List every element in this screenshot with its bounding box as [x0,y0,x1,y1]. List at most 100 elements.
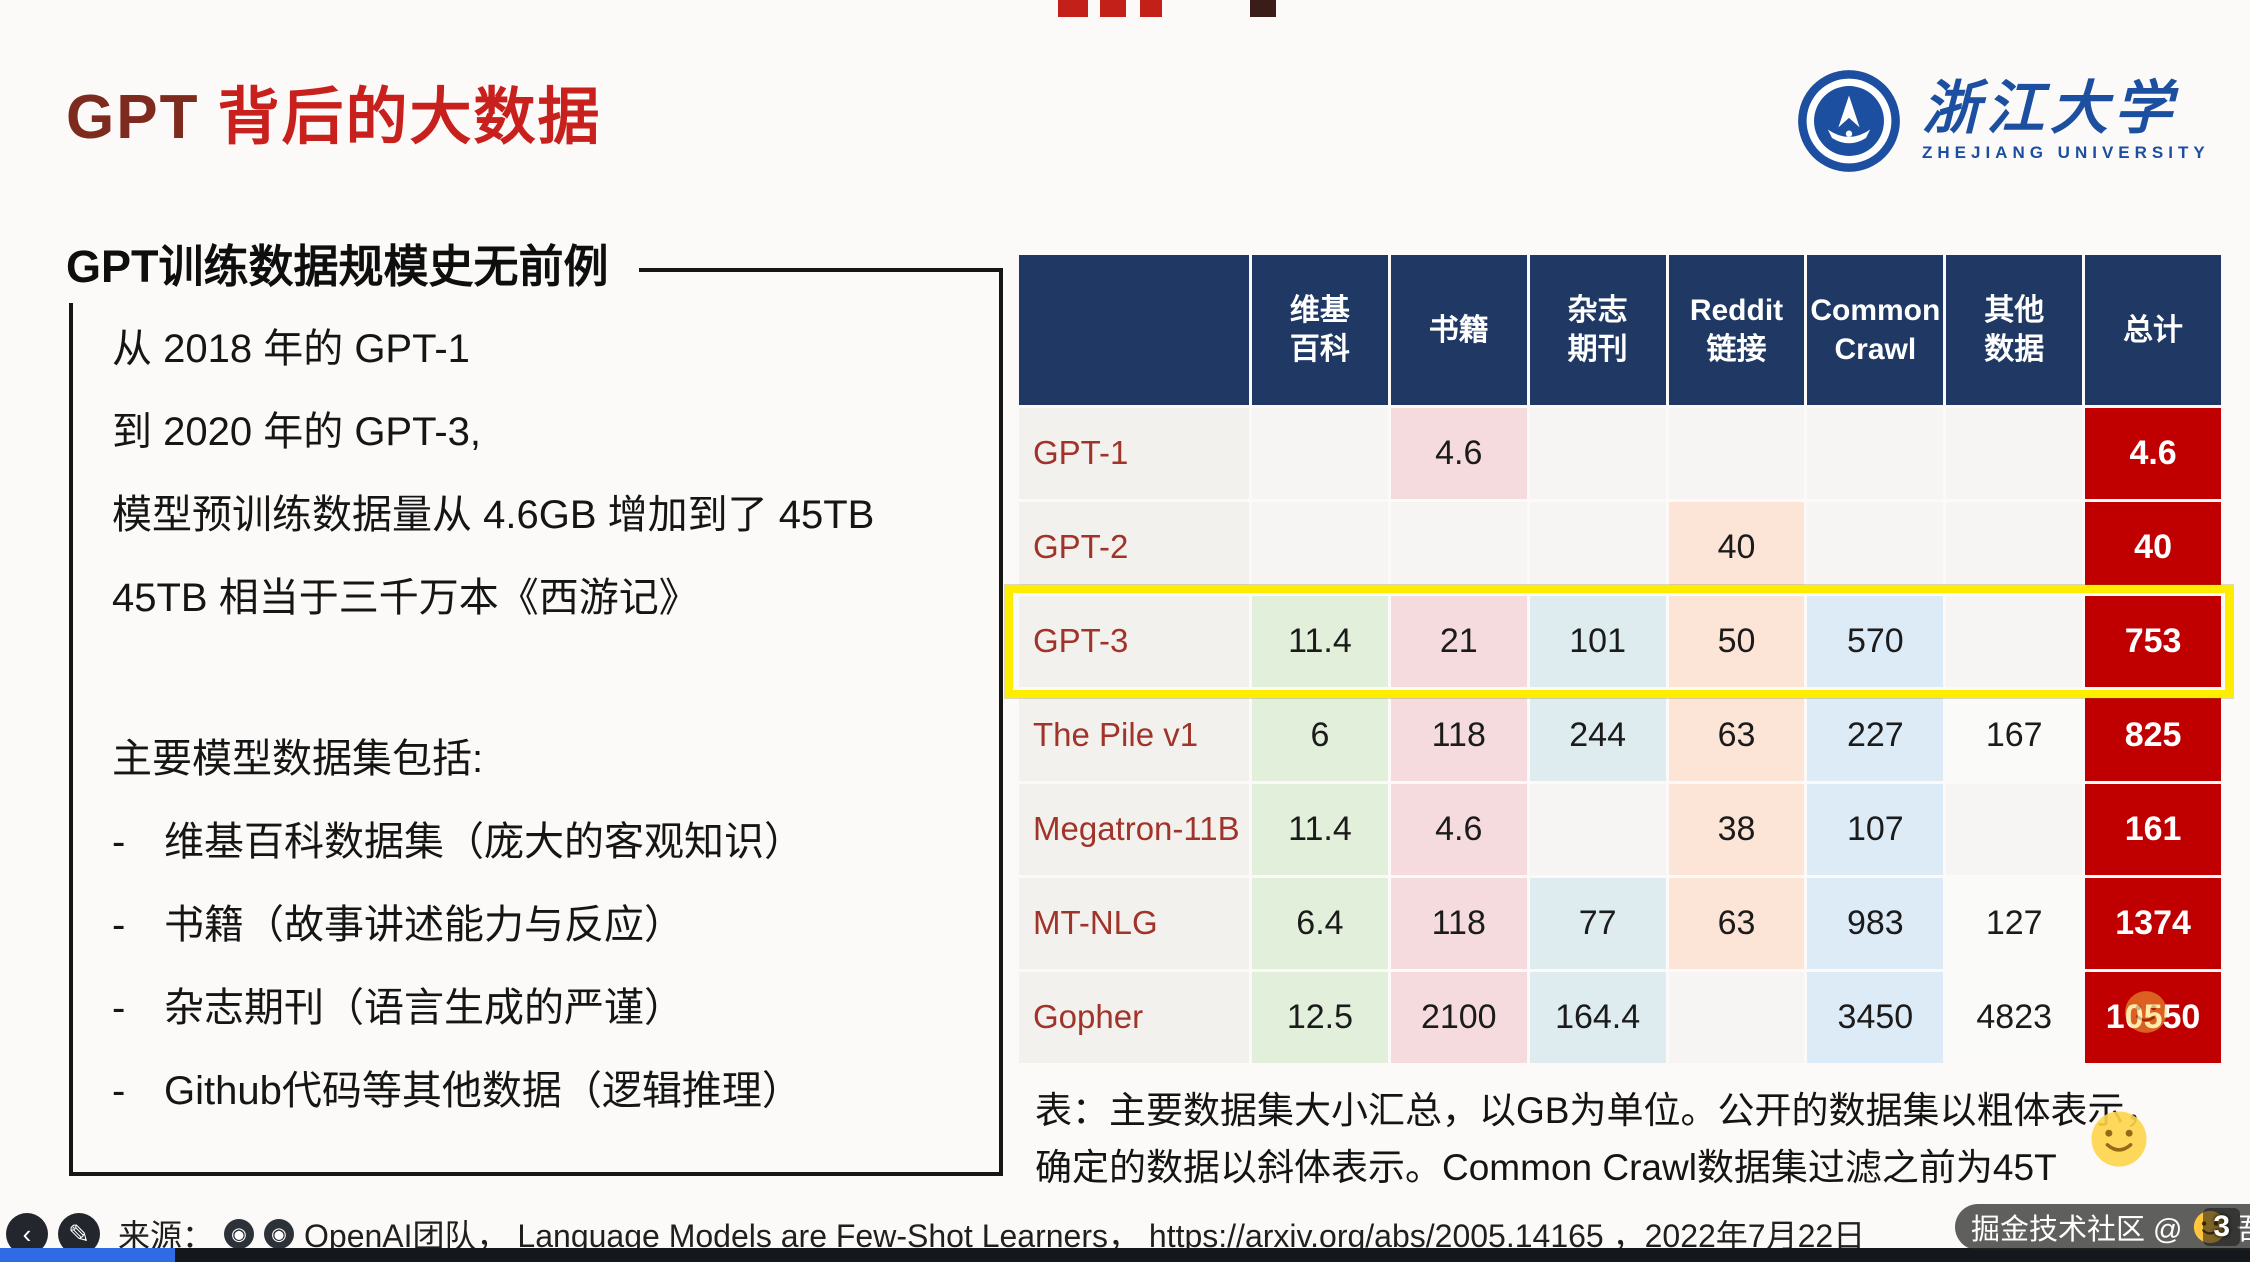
table-cell: 164.4 [1529,972,1666,1063]
panel-content: 从 2018 年的 GPT-1 到 2020 年的 GPT-3, 模型预训练数据… [112,308,976,1133]
column-header-corner [1019,255,1249,405]
table-cell: 570 [1807,596,1944,687]
video-progress-bar[interactable] [0,1248,2250,1262]
table-cell [1946,502,2083,593]
column-header-total: 总计 [2085,255,2221,405]
cropped-glyph-fragment [1058,0,1088,17]
slide-title: GPT 背后的大数据 [66,66,601,156]
header-line: Crawl [1834,333,1917,366]
table-cell: 6.4 [1252,878,1388,969]
table-caption-line: 表：主要数据集大小汇总，以GB为单位。公开的数据集以粗体表示， [1035,1090,2162,1131]
panel-line: 模型预训练数据量从 4.6GB 增加到了 45TB [112,493,875,537]
table-cell [1807,408,1944,499]
column-header-commoncrawl: Common Crawl [1807,255,1944,405]
cropped-glyph-fragment [1140,0,1162,17]
table-cell: 3450 [1807,972,1944,1063]
table-cell: 38 [1668,784,1805,875]
table-cell: 983 [1807,878,1944,969]
slide-title-en: GPT [66,83,200,152]
header-line: 维基 [1289,294,1350,327]
university-name: 浙江大学 ZHEJIANG UNIVERSITY [1922,79,2210,163]
table-caption-line: 确定的数据以斜体表示。Common Crawl数据集过滤之前为45T [1035,1147,2057,1189]
panel-title: GPT训练数据规模史无前例 [66,230,639,303]
university-emblem-icon [1798,70,1900,172]
list-item-text: 杂志期刊（语言生成的严谨） [164,986,684,1030]
row-label: The Pile v1 [1019,690,1249,781]
table-cell: 4823 [1946,972,2083,1063]
table-cell: 63 [1668,690,1805,781]
table-cell: 50 [1668,596,1805,687]
table-cell: 4.6 [1390,784,1527,875]
table-cell [1668,408,1805,499]
university-name-en: ZHEJIANG UNIVERSITY [1922,143,2210,162]
row-label: Megatron-11B [1019,784,1249,875]
list-item: - Github代码等其他数据（逻辑推理） [112,1050,976,1133]
slide-title-zh: 背后的大数据 [217,83,602,152]
row-label: GPT-1 [1019,408,1249,499]
table-cell: 244 [1529,690,1666,781]
bullet-dash: - [112,986,126,1030]
table-cell-total: 161 [2085,784,2221,875]
table-cell-total: 4.6 [2085,408,2221,499]
pen-glyph: ✎ [68,1218,90,1249]
table-cell [1252,408,1388,499]
panel-line: 到 2020 年的 GPT-3, [112,410,482,454]
table-cell-total: 825 [2085,690,2221,781]
list-item: - 杂志期刊（语言生成的严谨） [112,967,976,1050]
page-number: 3 [2203,1208,2240,1246]
table-cell-total: 753 [2085,596,2221,687]
table-cell-total: 10550 [2085,972,2221,1063]
table-cell-total: 40 [2085,502,2221,593]
table-cell: 6 [1252,690,1388,781]
spacer [112,640,976,718]
table-cell: 107 [1807,784,1944,875]
table-cell: 63 [1668,878,1805,969]
list-item: - 书籍（故事讲述能力与反应） [112,884,976,967]
table-cell: 227 [1807,690,1944,781]
university-logo: 浙江大学 ZHEJIANG UNIVERSITY [1796,56,2216,186]
table-cell [1946,596,2083,687]
header-line: Common [1810,294,1941,327]
university-name-zh: 浙江大学 [1922,74,2179,142]
header-line: 杂志 [1567,294,1628,327]
undo-glyph: ‹ [22,1218,32,1249]
column-header-journals: 杂志 期刊 [1529,255,1666,405]
row-label: GPT-2 [1019,502,1249,593]
table-cell: 118 [1390,690,1527,781]
table-cell: 77 [1529,878,1666,969]
cropped-glyph-fragment [1250,0,1276,17]
table-cell: 101 [1529,596,1666,687]
panel-line: 45TB 相当于三千万本《西游记》 [112,576,699,620]
panel-list-title: 主要模型数据集包括: [112,737,484,781]
table-cell: 11.4 [1252,784,1388,875]
table-cell: 40 [1668,502,1805,593]
table-cell: 11.4 [1252,596,1388,687]
table-cell [1390,502,1527,593]
header-line: Reddit [1689,294,1784,327]
list-item-text: Github代码等其他数据（逻辑推理） [164,1069,802,1113]
list-item: - 维基百科数据集（庞大的客观知识） [112,801,976,884]
table-cell-total: 1374 [2085,878,2221,969]
table-cell [1946,784,2083,875]
dataset-size-table: 维基 百科 书籍 杂志 期刊 Reddit 链接 Common Crawl 其他… [1019,255,2221,1063]
marker-icon[interactable]: ◉ [264,1219,295,1249]
table-cell [1529,784,1666,875]
header-line: 其他 [1984,294,2045,327]
marker-icon[interactable]: ◉ [224,1219,255,1249]
table-caption: 表：主要数据集大小汇总，以GB为单位。公开的数据集以粗体表示， 确定的数据以斜体… [1035,1082,2235,1197]
table-cell [1529,408,1666,499]
table-cell [1946,408,2083,499]
header-line: 百科 [1289,333,1350,366]
table-cell [1668,972,1805,1063]
table-cell: 2100 [1390,972,1527,1063]
column-header-other: 其他 数据 [1946,255,2083,405]
header-line: 数据 [1984,333,2045,366]
marker-glyph: ◉ [231,1223,247,1244]
table-cell: 127 [1946,878,2083,969]
table-cell: 167 [1946,690,2083,781]
table-cell [1807,502,1944,593]
table-cell: 4.6 [1390,408,1527,499]
row-label: Gopher [1019,972,1249,1063]
header-line: 链接 [1706,333,1767,366]
